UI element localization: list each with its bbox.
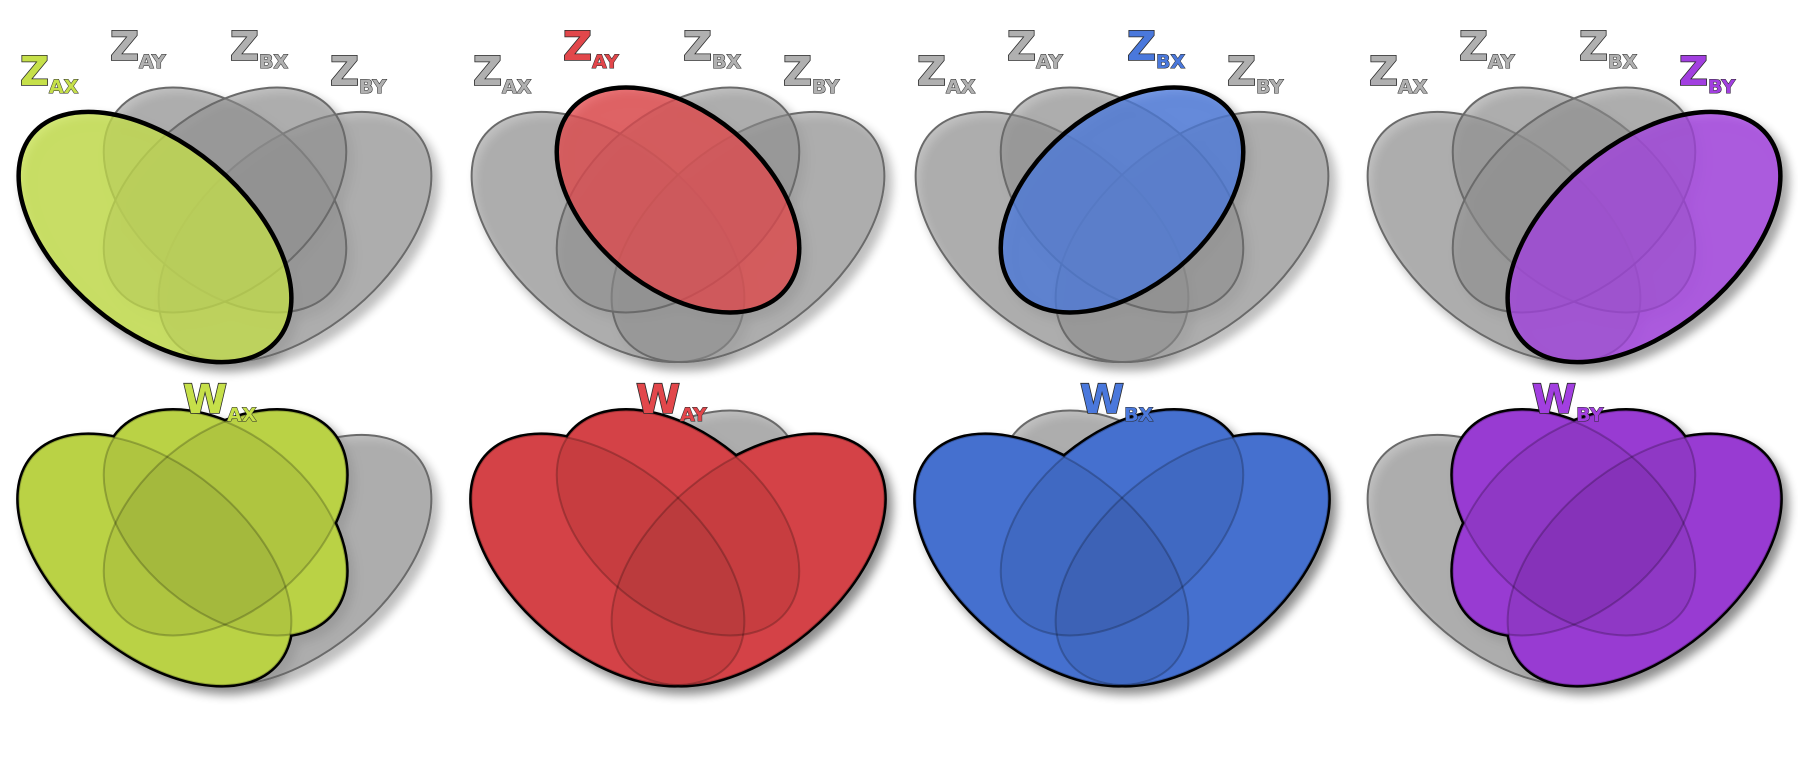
- w-panel-bx: WBX: [913, 376, 1331, 688]
- ellipse-group: [470, 85, 886, 364]
- w-panel-by: WBY: [1366, 376, 1783, 688]
- ellipse-group: [469, 408, 887, 688]
- highlight-ellipse-bx: [998, 85, 1246, 315]
- z-panel-ay: ZAX ZAY ZBX ZBY: [470, 23, 886, 364]
- label-z-ay: ZAY: [563, 24, 619, 73]
- label-z-bx: ZBX: [1579, 24, 1637, 73]
- union-fill: [914, 409, 1330, 687]
- label-z-ay: ZAY: [1007, 24, 1063, 73]
- label-z-by: ZBY: [1679, 49, 1735, 98]
- label-w-by: WBY: [1532, 377, 1604, 426]
- highlight-ellipse-by: [1505, 109, 1783, 365]
- label-w-ax: WAX: [183, 377, 257, 426]
- label-z-ax: ZAX: [917, 49, 976, 98]
- w-panel-ay: WAY: [469, 376, 887, 688]
- union-fill: [17, 409, 348, 687]
- label-z-by: ZBY: [330, 49, 386, 98]
- ellipse-group: [914, 85, 1330, 364]
- label-z-bx: ZBX: [683, 24, 741, 73]
- ellipse-group: [1366, 408, 1783, 688]
- ellipse-group: [913, 408, 1331, 688]
- inner-by: [1506, 433, 1782, 687]
- highlight-ellipse-ax: [16, 109, 294, 365]
- ellipse-group: [1366, 86, 1783, 365]
- label-z-ay: ZAY: [110, 24, 166, 73]
- inner-by: [1054, 433, 1330, 687]
- z-panel-ax: ZAX ZAY ZBX ZBY: [16, 23, 433, 365]
- label-z-ay: ZAY: [1459, 24, 1515, 73]
- union-fill: [470, 409, 886, 687]
- label-z-ax: ZAX: [1369, 49, 1428, 98]
- highlight-ellipse-ay: [554, 85, 802, 315]
- label-z-bx: ZBX: [230, 24, 288, 73]
- label-z-ax: ZAX: [20, 49, 79, 98]
- inner-by: [610, 433, 886, 687]
- z-panel-bx: ZAX ZAY ZBX ZBY: [914, 23, 1330, 364]
- union-fill: [1451, 409, 1782, 687]
- label-z-bx: ZBX: [1127, 24, 1185, 73]
- label-z-by: ZBY: [783, 49, 839, 98]
- label-w-ay: WAY: [636, 377, 707, 426]
- w-panel-ax: WAX: [16, 376, 433, 688]
- ellipse-group: [16, 408, 433, 688]
- inner-bx: [102, 409, 348, 637]
- label-z-ax: ZAX: [473, 49, 532, 98]
- ellipse-group: [16, 86, 433, 365]
- z-panel-by: ZAX ZAY ZBX ZBY: [1366, 23, 1783, 365]
- label-w-bx: WBX: [1080, 377, 1154, 426]
- label-z-by: ZBY: [1227, 49, 1283, 98]
